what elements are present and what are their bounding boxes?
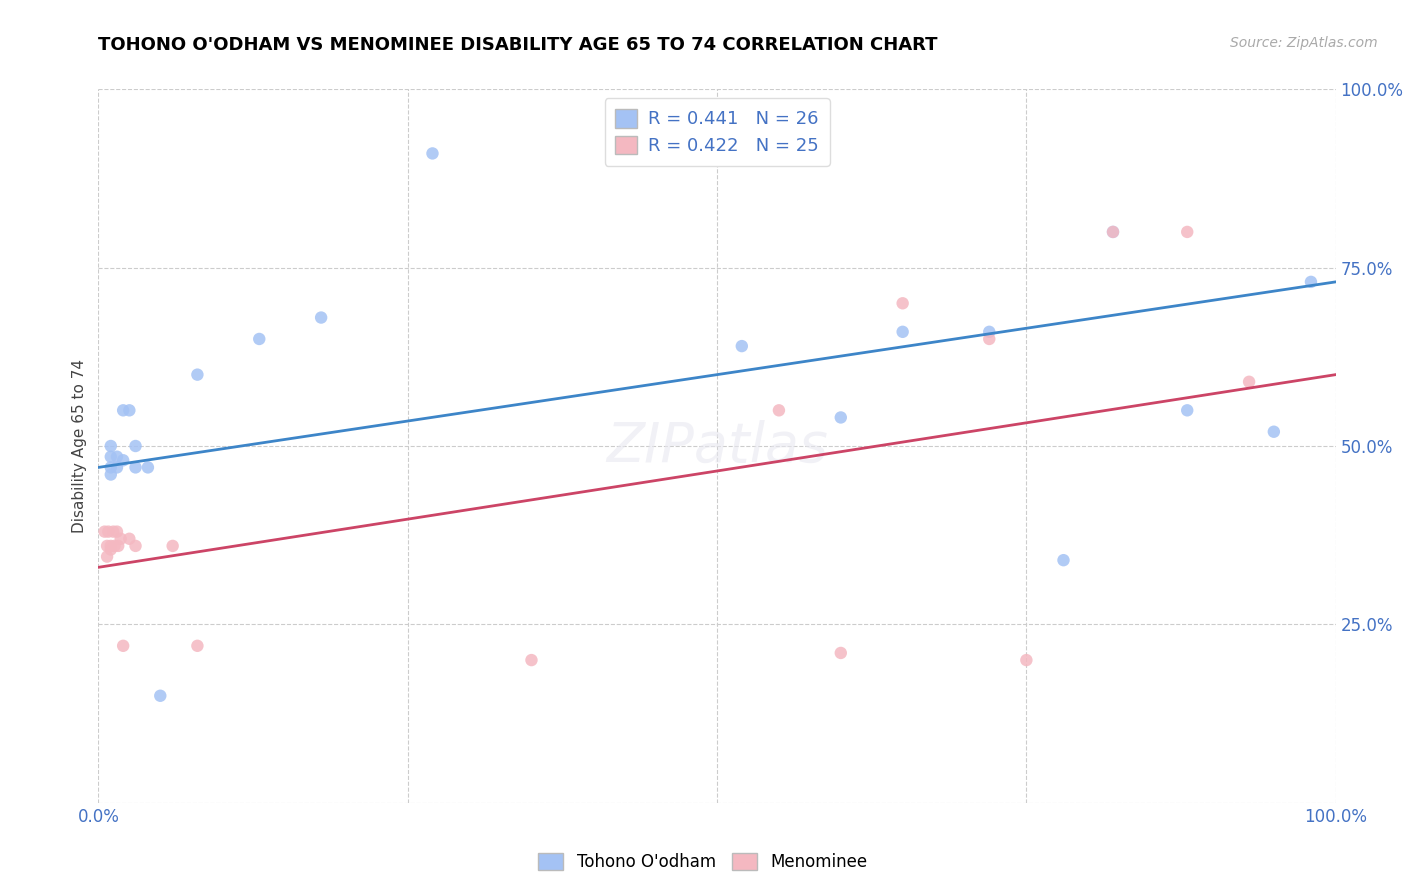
Point [105, 450, 128, 464]
Point [1237, 375, 1260, 389]
Point [96, 539, 118, 553]
Point [891, 325, 914, 339]
Point [97, 524, 120, 539]
Point [100, 439, 122, 453]
Point [107, 539, 129, 553]
Point [124, 439, 146, 453]
Point [103, 524, 125, 539]
Point [422, 146, 444, 161]
Text: TOHONO O'ODHAM VS MENOMINEE DISABILITY AGE 65 TO 74 CORRELATION CHART: TOHONO O'ODHAM VS MENOMINEE DISABILITY A… [98, 36, 938, 54]
Point [768, 403, 790, 417]
Point [103, 539, 125, 553]
Point [520, 653, 543, 667]
Point [100, 460, 122, 475]
Point [100, 450, 122, 464]
Point [891, 296, 914, 310]
Point [112, 453, 135, 467]
Point [1263, 425, 1285, 439]
Point [124, 539, 146, 553]
Point [979, 332, 1001, 346]
Point [100, 467, 122, 482]
Text: ZIPatlas: ZIPatlas [606, 419, 828, 473]
Point [100, 542, 122, 557]
Point [979, 325, 1001, 339]
Point [1175, 225, 1198, 239]
Point [124, 460, 146, 475]
Point [186, 639, 208, 653]
Point [110, 532, 132, 546]
Point [105, 460, 128, 475]
Point [112, 639, 135, 653]
Point [731, 339, 754, 353]
Legend: R = 0.441   N = 26, R = 0.422   N = 25: R = 0.441 N = 26, R = 0.422 N = 25 [605, 98, 830, 166]
Point [186, 368, 208, 382]
Point [96, 549, 118, 564]
Point [118, 403, 141, 417]
Point [112, 403, 135, 417]
Point [162, 539, 184, 553]
Point [309, 310, 332, 325]
Legend: Tohono O'odham, Menominee: Tohono O'odham, Menominee [530, 845, 876, 880]
Text: Source: ZipAtlas.com: Source: ZipAtlas.com [1230, 36, 1378, 50]
Point [830, 646, 852, 660]
Point [93, 524, 115, 539]
Point [118, 532, 141, 546]
Point [105, 524, 128, 539]
Point [1299, 275, 1322, 289]
Point [1102, 225, 1125, 239]
Y-axis label: Disability Age 65 to 74: Disability Age 65 to 74 [72, 359, 87, 533]
Point [830, 410, 852, 425]
Point [1102, 225, 1125, 239]
Point [136, 460, 159, 475]
Point [149, 689, 172, 703]
Point [247, 332, 270, 346]
Point [1175, 403, 1198, 417]
Point [1015, 653, 1038, 667]
Point [100, 539, 122, 553]
Point [1052, 553, 1074, 567]
